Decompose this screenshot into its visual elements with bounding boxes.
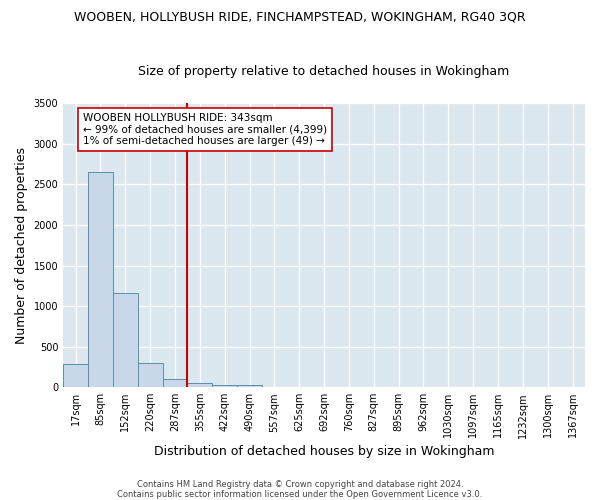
X-axis label: Distribution of detached houses by size in Wokingham: Distribution of detached houses by size …: [154, 444, 494, 458]
Bar: [88, 172, 113, 387]
Bar: [138, 364, 163, 387]
Bar: [113, 293, 138, 387]
Bar: [187, 382, 212, 387]
Title: Size of property relative to detached houses in Wokingham: Size of property relative to detached ho…: [139, 66, 510, 78]
Bar: [237, 385, 262, 387]
Text: WOOBEN HOLLYBUSH RIDE: 343sqm
← 99% of detached houses are smaller (4,399)
1% of: WOOBEN HOLLYBUSH RIDE: 343sqm ← 99% of d…: [83, 113, 327, 146]
Bar: [163, 378, 187, 387]
Y-axis label: Number of detached properties: Number of detached properties: [15, 146, 28, 344]
Bar: [63, 364, 88, 387]
Text: Contains HM Land Registry data © Crown copyright and database right 2024.: Contains HM Land Registry data © Crown c…: [137, 480, 463, 489]
Text: WOOBEN, HOLLYBUSH RIDE, FINCHAMPSTEAD, WOKINGHAM, RG40 3QR: WOOBEN, HOLLYBUSH RIDE, FINCHAMPSTEAD, W…: [74, 10, 526, 23]
Text: Contains public sector information licensed under the Open Government Licence v3: Contains public sector information licen…: [118, 490, 482, 499]
Bar: [212, 385, 237, 387]
